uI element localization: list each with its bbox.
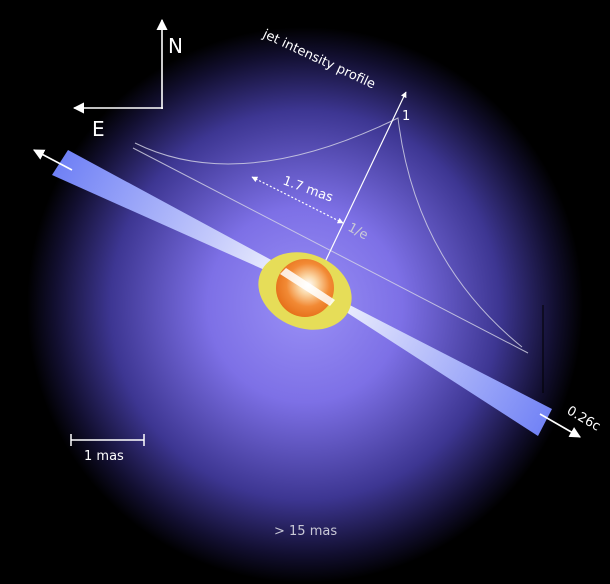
jet-arrow-left: [33, 149, 73, 171]
profile-axis-arrow: [324, 91, 407, 263]
jet-cone-right: [305, 282, 552, 436]
width-dotted-arrow: [251, 176, 344, 224]
compass: N E: [72, 18, 183, 141]
jet-speed-label: 0.26c: [564, 403, 603, 434]
jet-cone-left: [52, 150, 312, 288]
jet-core-streak: [280, 268, 335, 306]
scale-bar: 1 mas: [70, 434, 145, 464]
east-label: E: [92, 117, 105, 141]
north-label: N: [168, 34, 183, 58]
peak-label: 1: [402, 109, 410, 124]
halo-size-label: > 15 mas: [274, 524, 337, 539]
jet-arrow-right: [539, 413, 581, 438]
scale-bar-label: 1 mas: [84, 449, 124, 464]
